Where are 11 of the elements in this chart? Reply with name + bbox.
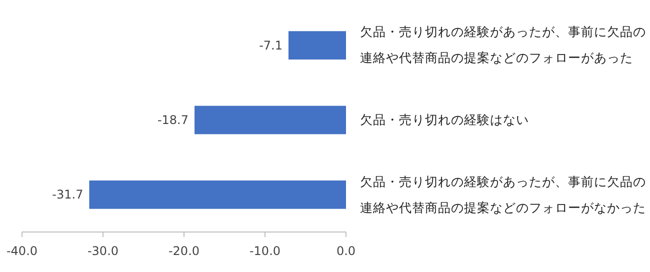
data-label: -7.1 (259, 38, 282, 52)
data-label: -31.7 (52, 188, 84, 202)
y-tick-label: 欠品・売り切れの経験はない (360, 111, 530, 129)
x-tick-label: -40.0 (6, 244, 38, 258)
x-tick-label: -10.0 (249, 244, 281, 258)
x-tick-label: -20.0 (168, 244, 200, 258)
x-tick-label: 0.0 (336, 244, 356, 258)
y-tick-label: 欠品・売り切れの経験があったが、事前に欠品の連絡や代替商品の提案などのフォローがあった (360, 23, 647, 68)
x-tick-label: -30.0 (87, 244, 119, 258)
y-tick-label: 欠品・売り切れの経験があったが、事前に欠品の連絡や代替商品の提案などのフォローがなかった (360, 172, 647, 217)
data-label: -18.7 (157, 113, 189, 127)
